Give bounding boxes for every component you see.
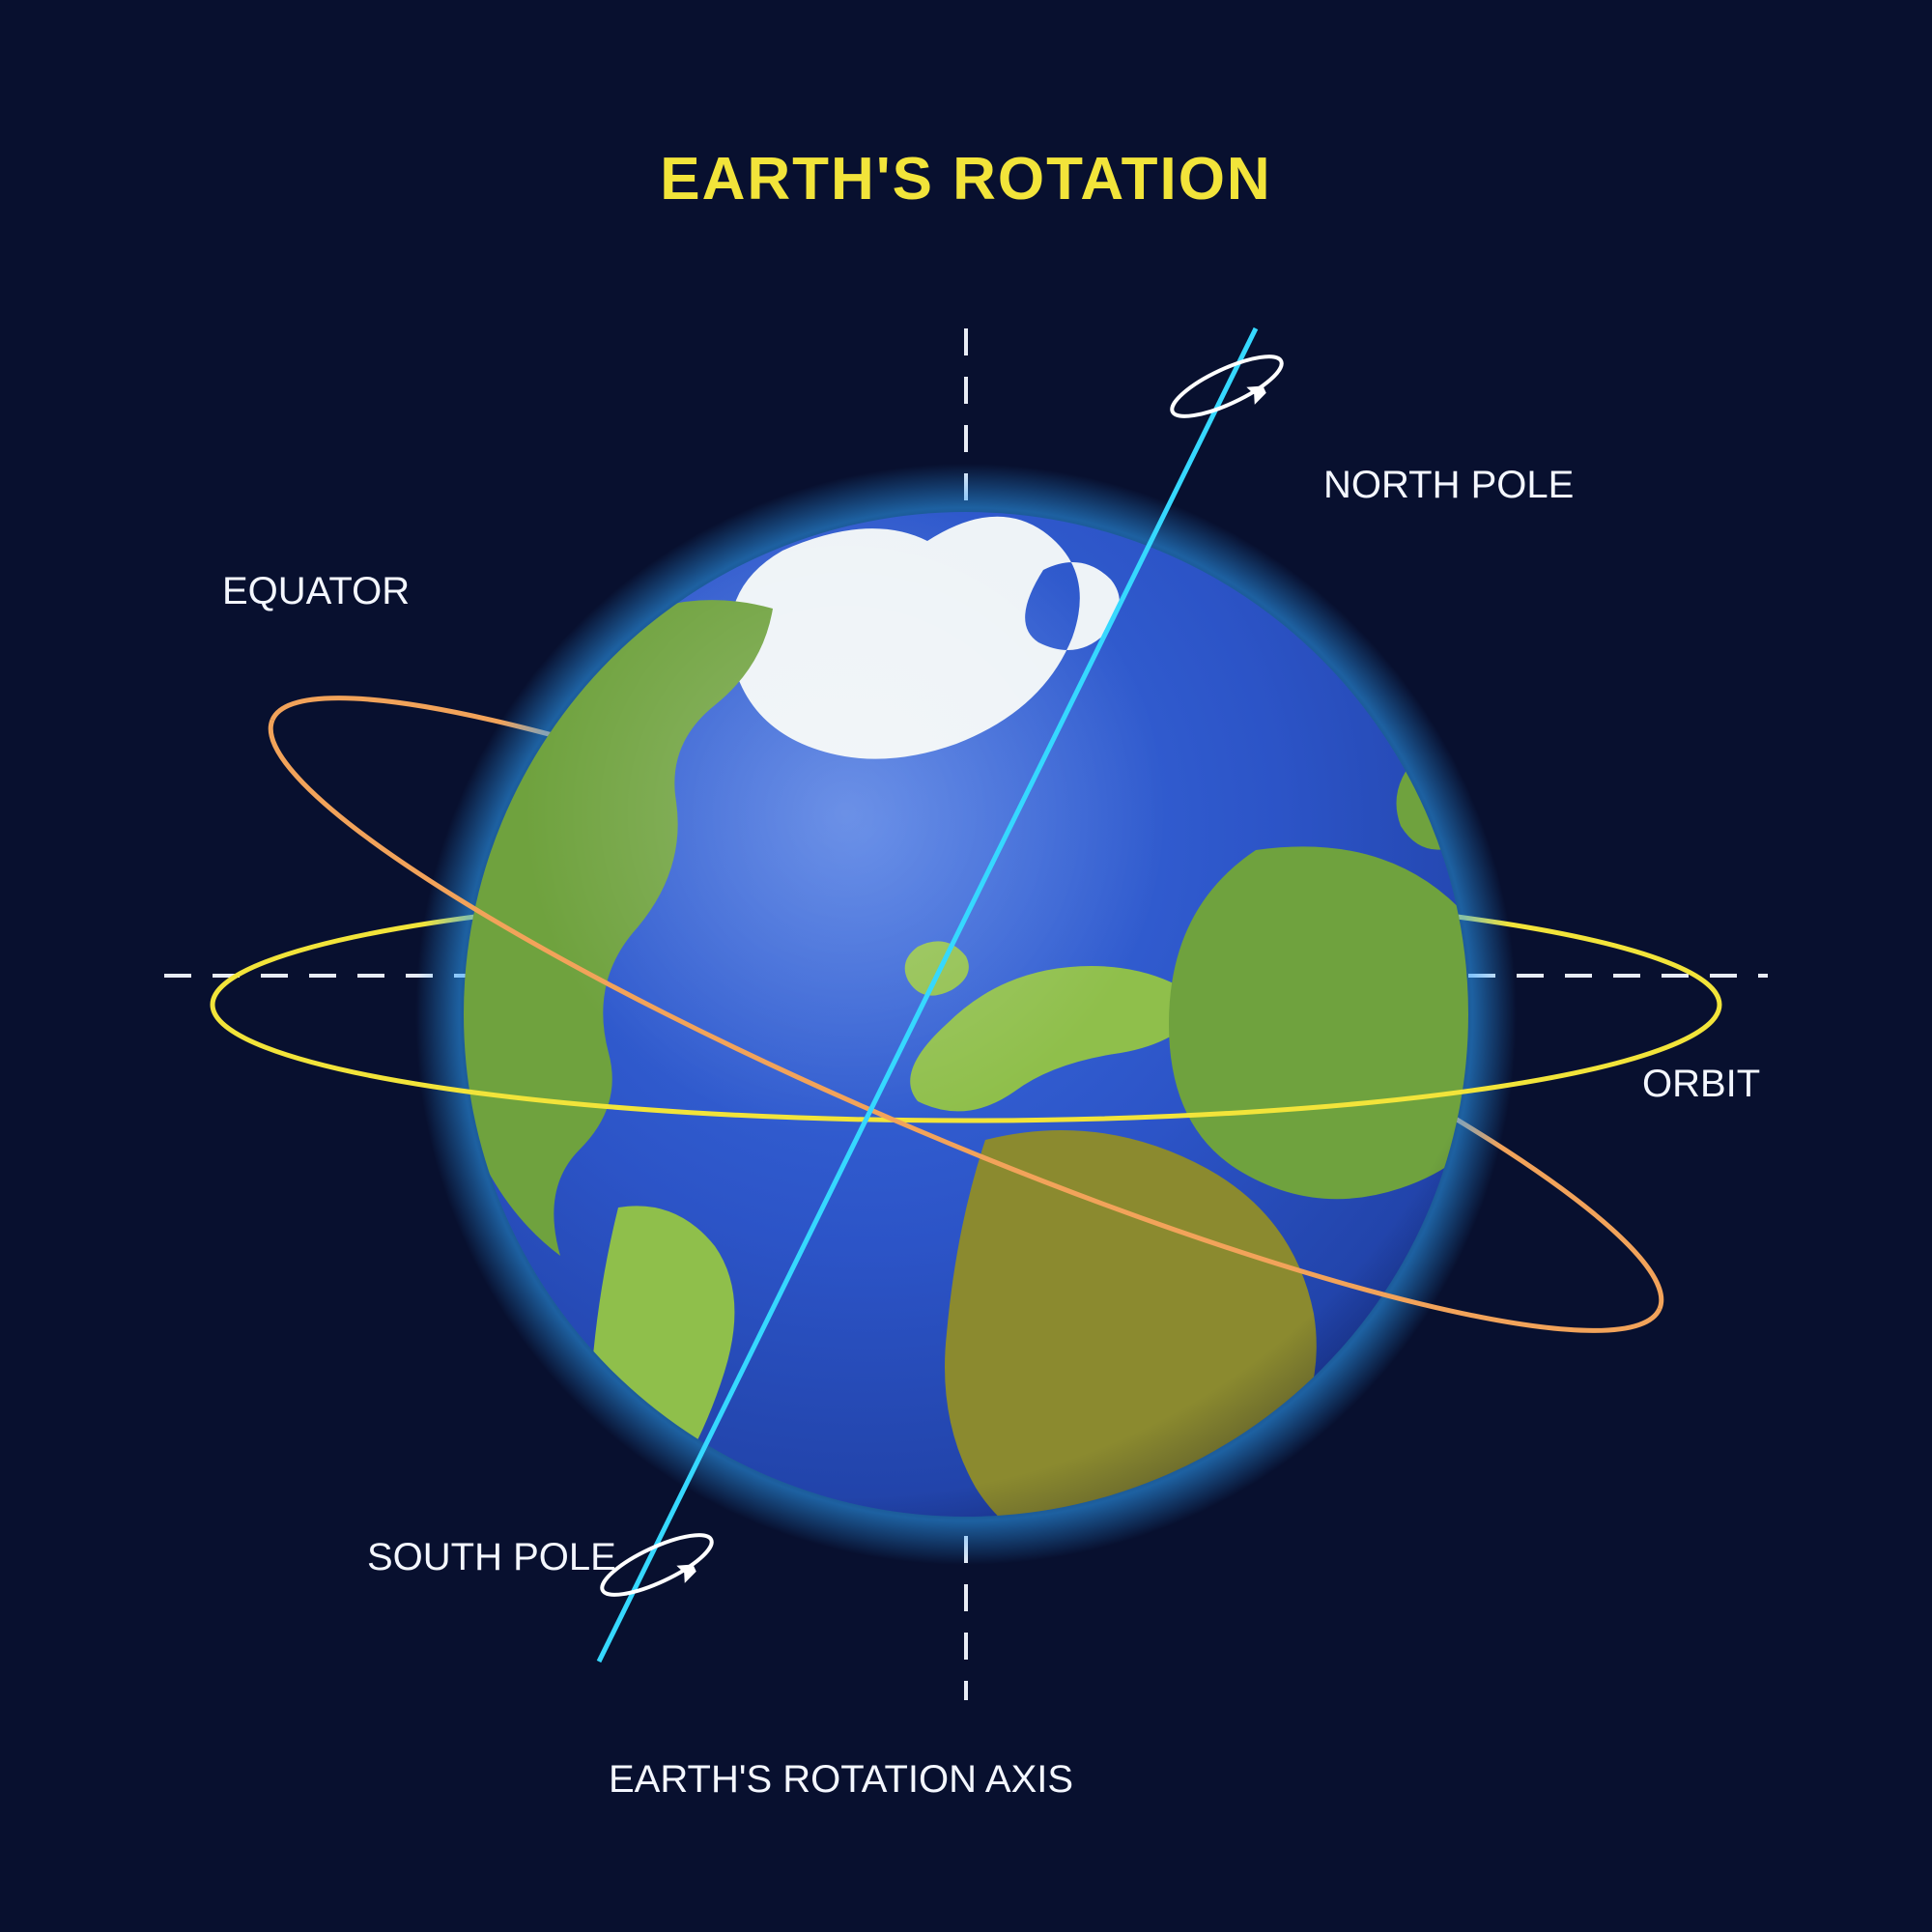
label-axis: EARTH'S ROTATION AXIS — [609, 1758, 1073, 1802]
earth-shading — [464, 512, 1468, 1517]
label-orbit: ORBIT — [1642, 1063, 1760, 1106]
label-south-pole: SOUTH POLE — [367, 1536, 616, 1579]
label-equator: EQUATOR — [222, 570, 410, 613]
label-north-pole: NORTH POLE — [1323, 464, 1574, 507]
earth-rotation-svg — [0, 0, 1932, 1932]
diagram-canvas: EARTH'S ROTATION EQUATOR NORTH POLE SOUT… — [0, 0, 1932, 1932]
diagram-title: EARTH'S ROTATION — [0, 145, 1932, 213]
